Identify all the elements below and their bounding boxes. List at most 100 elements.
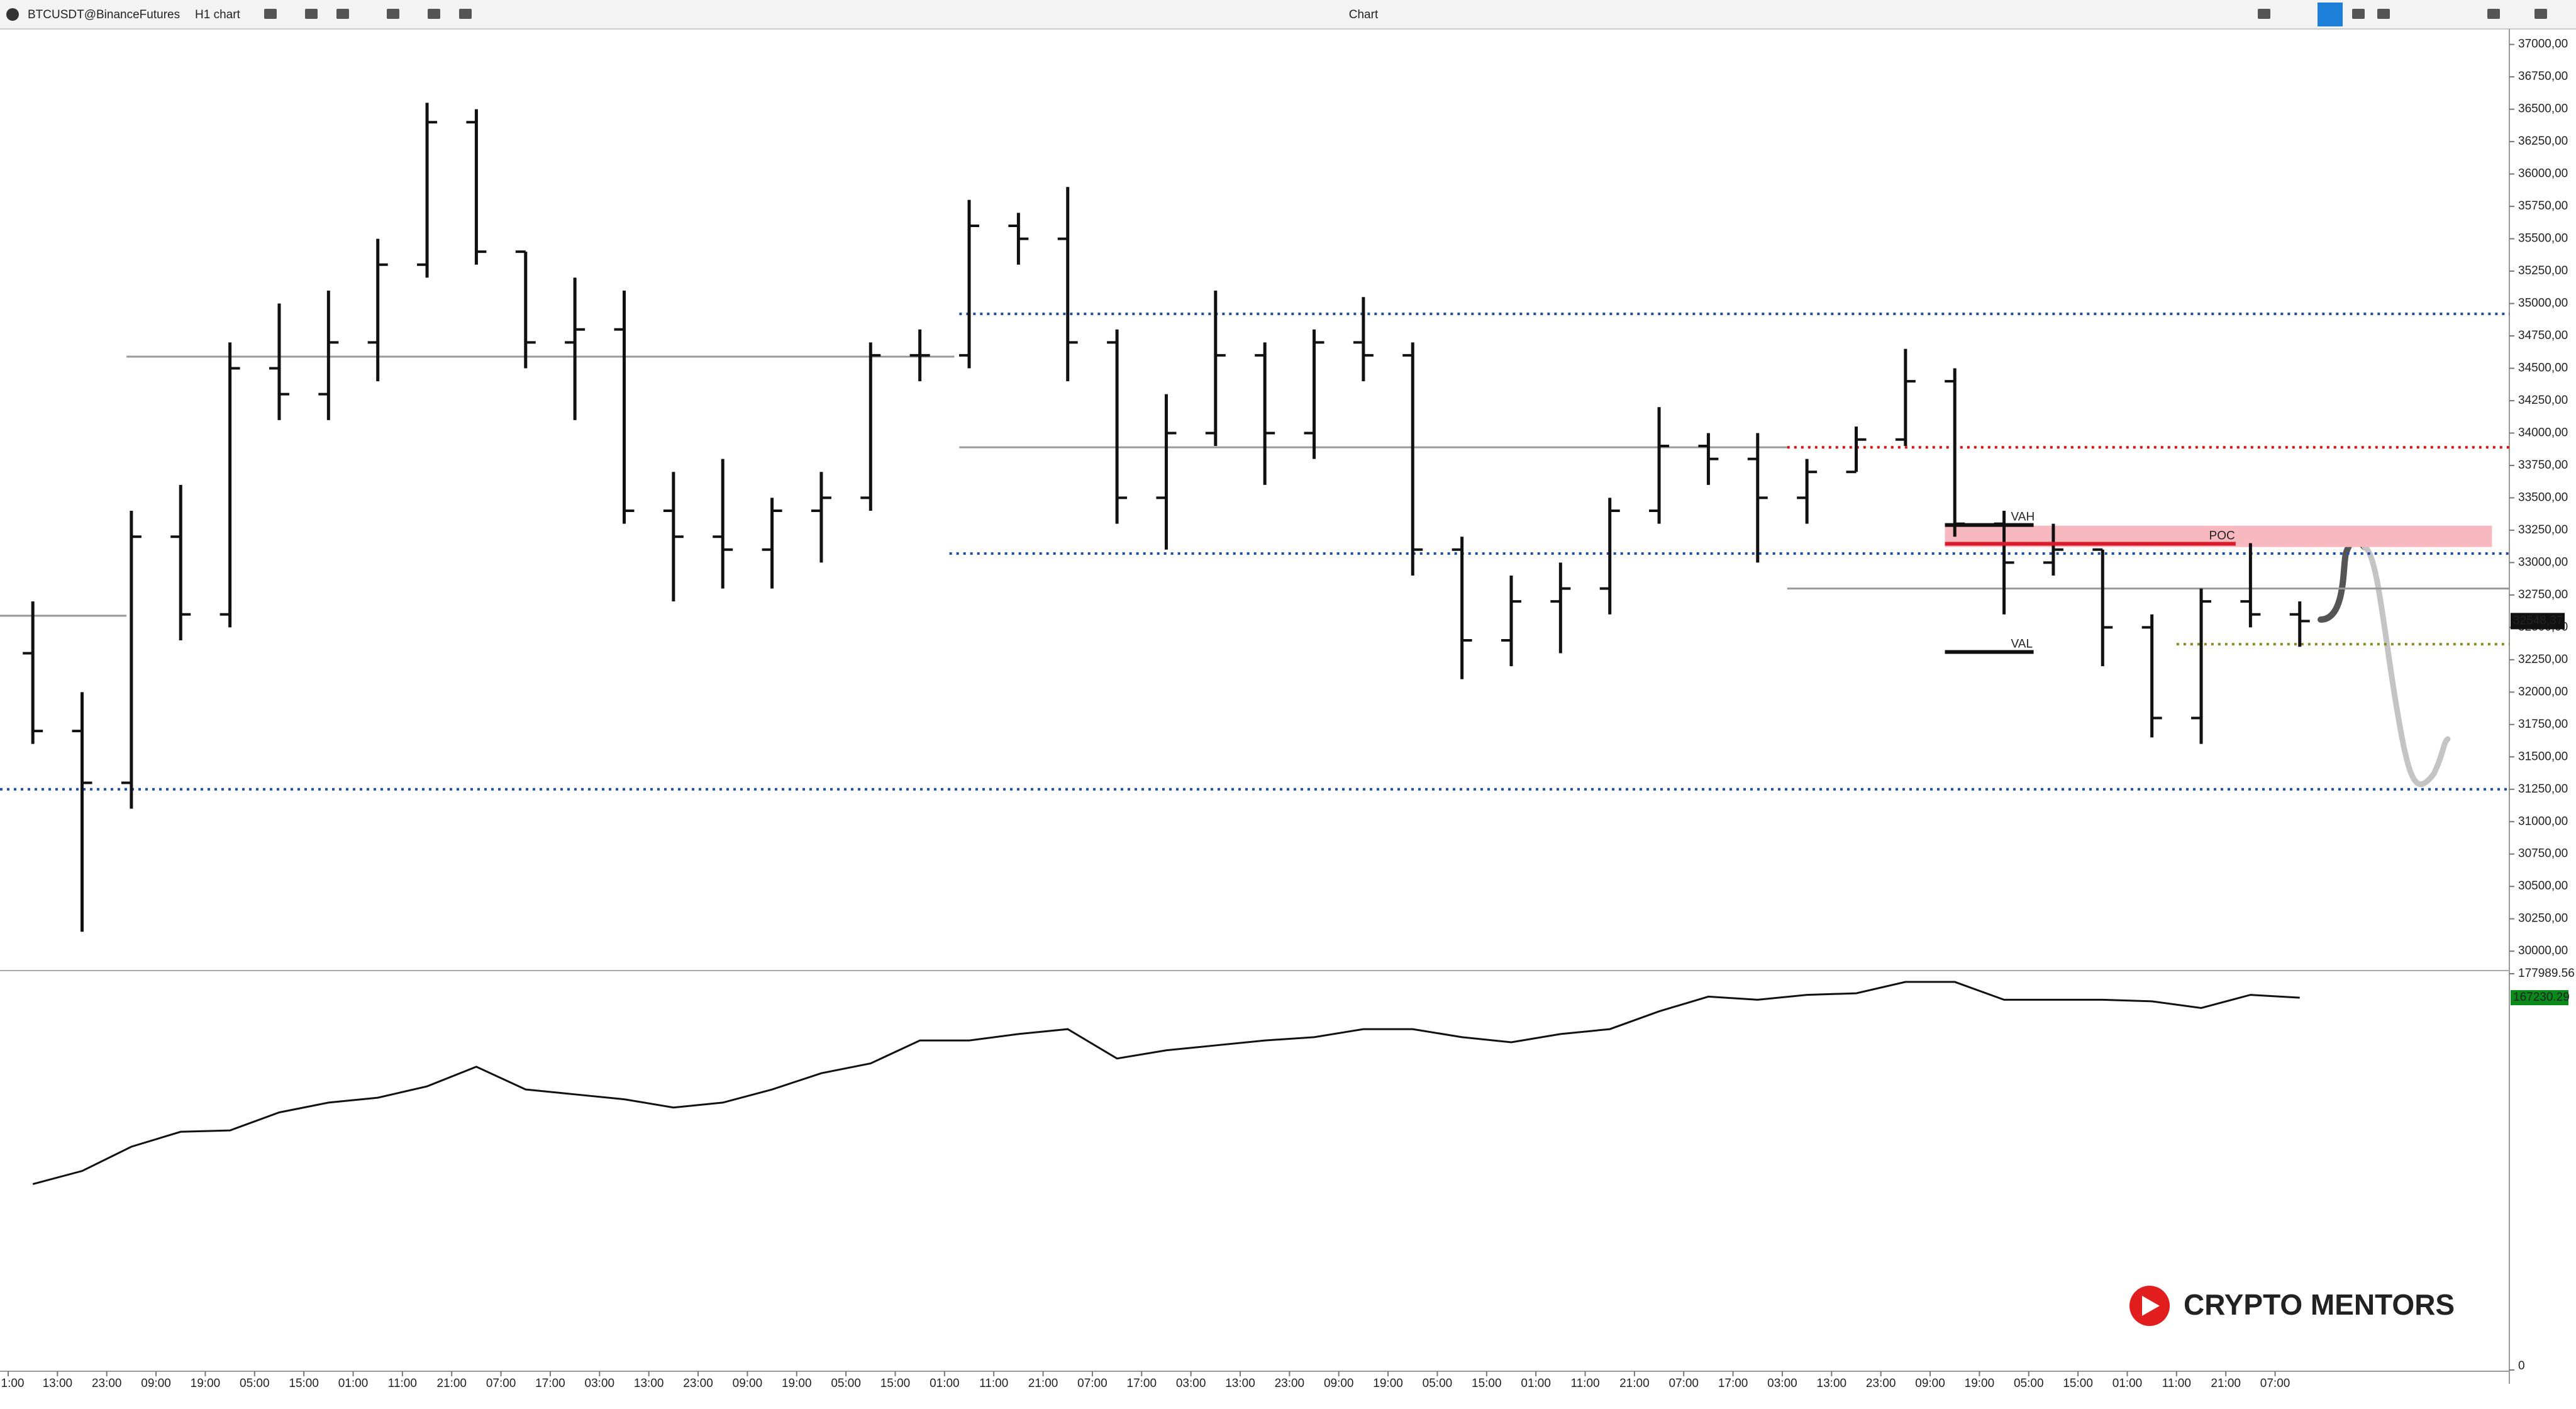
- icon[interactable]: [459, 9, 472, 19]
- x-tick-label: 09:00: [141, 1377, 171, 1390]
- y-tick-label: 34750,00: [2518, 329, 2568, 342]
- icon[interactable]: [305, 9, 318, 19]
- y-tick-label: 33500,00: [2518, 491, 2568, 504]
- icon[interactable]: [336, 9, 349, 19]
- x-tick-label: 21:00: [2211, 1377, 2241, 1390]
- last-price-label: 32548,37: [2513, 614, 2563, 627]
- y-tick-label: 36000,00: [2518, 167, 2568, 181]
- y-tick-label: 37000,00: [2518, 38, 2568, 51]
- y2-tick-label: 177989.56: [2518, 967, 2575, 980]
- y-tick-label: 31250,00: [2518, 782, 2568, 796]
- y-tick-label: 34500,00: [2518, 362, 2568, 375]
- x-tick-label: 07:00: [1668, 1377, 1699, 1390]
- icon[interactable]: [387, 9, 399, 19]
- y-tick-label: 35500,00: [2518, 232, 2568, 245]
- x-tick-label: 23:00: [92, 1377, 122, 1390]
- y-tick-label: 32000,00: [2518, 685, 2568, 698]
- y-tick-label: 30500,00: [2518, 879, 2568, 893]
- icon[interactable]: [2352, 9, 2365, 19]
- last-price-box: [2511, 613, 2565, 630]
- x-tick-label: 07:00: [486, 1377, 516, 1390]
- x-tick-label: 07:00: [1077, 1377, 1108, 1390]
- x-tick-label: 15:00: [1472, 1377, 1502, 1390]
- y-tick-label: 33750,00: [2518, 459, 2568, 472]
- y-tick-label: 35250,00: [2518, 264, 2568, 277]
- x-tick-label: 23:00: [1866, 1377, 1896, 1390]
- x-tick-label: 19:00: [1965, 1377, 1995, 1390]
- symbol[interactable]: BTCUSDT@BinanceFutures: [28, 8, 180, 21]
- profile-level-label: VAL: [2011, 637, 2033, 650]
- x-tick-label: 11:00: [2162, 1377, 2191, 1390]
- icon[interactable]: [428, 9, 440, 19]
- profile-level-label: VAH: [2011, 511, 2035, 524]
- y-tick-label: 34250,00: [2518, 394, 2568, 407]
- x-tick-label: 15:00: [880, 1377, 911, 1390]
- x-tick-label: 05:00: [240, 1377, 270, 1390]
- x-tick-label: 17:00: [535, 1377, 565, 1390]
- youtube-logo-play: [2142, 1296, 2160, 1316]
- y-tick-label: 30750,00: [2518, 847, 2568, 860]
- y-tick-label: 31000,00: [2518, 815, 2568, 828]
- icon[interactable]: [264, 9, 277, 19]
- window-title: Chart: [1349, 8, 1379, 21]
- indicator-line: [32, 981, 2300, 1185]
- x-tick-label: 17:00: [1127, 1377, 1157, 1390]
- x-tick-label: 19:00: [1373, 1377, 1403, 1390]
- toolbar-icons[interactable]: [264, 3, 2547, 26]
- x-tick-label: 19:00: [782, 1377, 812, 1390]
- x-tick-label: 05:00: [1423, 1377, 1453, 1390]
- app-icon[interactable]: [6, 8, 19, 21]
- indicator-last-label: 167230.29: [2513, 991, 2570, 1004]
- watermark: CRYPTO MENTORS: [2184, 1288, 2455, 1321]
- x-tick-label: 05:00: [2014, 1377, 2044, 1390]
- x-tick-label: 17:00: [1718, 1377, 1748, 1390]
- icon[interactable]: [2377, 9, 2390, 19]
- forecast-path: [2362, 544, 2451, 788]
- x-tick-label: 03:00: [585, 1377, 615, 1390]
- toolbar: [0, 0, 2576, 29]
- icon[interactable]: [2487, 9, 2500, 19]
- y-tick-label: 35750,00: [2518, 199, 2568, 213]
- x-tick-label: 21:00: [1028, 1377, 1058, 1390]
- x-tick-label: 09:00: [1915, 1377, 1945, 1390]
- x-tick-label: 01:00: [338, 1377, 369, 1390]
- x-tick-label: 21:00: [436, 1377, 467, 1390]
- y-tick-label: 30250,00: [2518, 912, 2568, 925]
- x-tick-label: 03:00: [1767, 1377, 1797, 1390]
- timeframe[interactable]: H1 chart: [195, 8, 241, 21]
- y-tick-label: 31750,00: [2518, 718, 2568, 731]
- x-tick-label: 13:00: [43, 1377, 73, 1390]
- icon-active[interactable]: [2318, 3, 2343, 26]
- x-tick-label: 1:00: [1, 1377, 25, 1390]
- x-tick-label: 09:00: [733, 1377, 763, 1390]
- profile-level-label: POC: [2209, 530, 2235, 543]
- x-tick-label: 13:00: [634, 1377, 664, 1390]
- y-tick-label: 36250,00: [2518, 135, 2568, 148]
- x-tick-label: 11:00: [388, 1377, 417, 1390]
- x-tick-label: 11:00: [979, 1377, 1008, 1390]
- y-tick-label: 36500,00: [2518, 103, 2568, 116]
- x-tick-label: 15:00: [289, 1377, 319, 1390]
- y-tick-label: 35000,00: [2518, 297, 2568, 310]
- y-tick-label: 32750,00: [2518, 588, 2568, 601]
- icon[interactable]: [2534, 9, 2547, 19]
- y-tick-label: 34000,00: [2518, 426, 2568, 439]
- indicator-last-box: [2511, 990, 2568, 1006]
- y-tick-label: 33000,00: [2518, 555, 2568, 569]
- x-tick-label: 15:00: [2063, 1377, 2093, 1390]
- x-tick-label: 07:00: [2260, 1377, 2290, 1390]
- x-tick-label: 01:00: [2112, 1377, 2143, 1390]
- x-tick-label: 11:00: [1570, 1377, 1599, 1390]
- x-tick-label: 05:00: [831, 1377, 861, 1390]
- x-tick-label: 09:00: [1324, 1377, 1354, 1390]
- y-tick-label: 36750,00: [2518, 70, 2568, 83]
- y-tick-label: 31500,00: [2518, 750, 2568, 763]
- y-tick-label: 30000,00: [2518, 944, 2568, 957]
- icon[interactable]: [2258, 9, 2270, 19]
- y-tick-label: 32250,00: [2518, 653, 2568, 666]
- x-tick-label: 19:00: [191, 1377, 221, 1390]
- x-tick-label: 03:00: [1176, 1377, 1206, 1390]
- x-tick-label: 23:00: [1275, 1377, 1305, 1390]
